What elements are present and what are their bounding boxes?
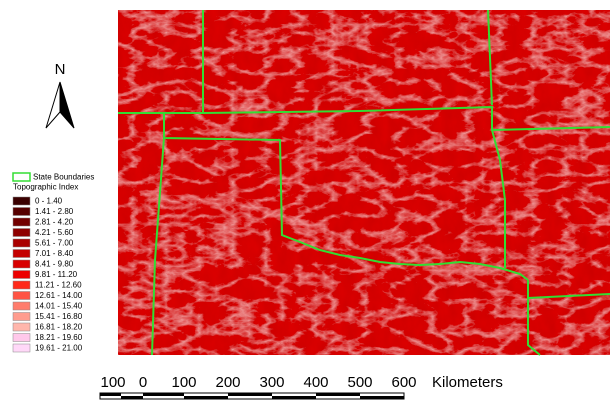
arrow-left	[46, 82, 60, 128]
legend-swatch	[13, 239, 30, 247]
legend-label: 11.21 - 12.60	[35, 281, 82, 290]
legend-label: 14.01 - 15.40	[35, 302, 83, 311]
boundary-swatch	[13, 173, 30, 181]
legend-swatch	[13, 344, 30, 352]
scale-unit: Kilometers	[432, 374, 503, 391]
legend-swatch	[13, 250, 30, 258]
scale-label: 100	[100, 374, 125, 391]
legend-swatch	[13, 229, 30, 237]
scale-label: 500	[347, 374, 372, 391]
map	[118, 10, 610, 355]
legend-swatch	[13, 302, 30, 310]
scale-label: 600	[391, 374, 416, 391]
legend-label: 2.81 - 4.20	[35, 218, 74, 227]
legend-swatch	[13, 323, 30, 331]
map-page: N State BoundariesTopographic Index 0 - 1…	[0, 0, 610, 401]
legend-label: 18.21 - 19.60	[35, 333, 83, 342]
scale-label: 0	[139, 374, 147, 391]
legend-swatch	[13, 334, 30, 342]
legend-label: 8.41 - 9.80	[35, 260, 74, 269]
boundary-label: State Boundaries	[33, 173, 94, 182]
legend-label: 16.81 - 18.20	[35, 323, 83, 332]
scale-label: 200	[215, 374, 240, 391]
scale-bar: 100 0 100 200 300 400 500 600 Kilometers	[100, 374, 503, 399]
legend-label: 12.61 - 14.00	[35, 291, 83, 300]
legend-swatch	[13, 197, 30, 205]
legend-label: 9.81 - 11.20	[35, 270, 78, 279]
north-arrow: N	[46, 61, 74, 128]
scale-label: 300	[259, 374, 284, 391]
arrow-right	[60, 82, 74, 128]
legend-swatch	[13, 260, 30, 268]
legend-label: 0 - 1.40	[35, 197, 63, 206]
legend-label: 7.01 - 8.40	[35, 249, 74, 258]
scale-label: 400	[303, 374, 328, 391]
legend-swatch	[13, 281, 30, 289]
scale-label: 100	[171, 374, 196, 391]
legend-label: 5.61 - 7.00	[35, 239, 74, 248]
legend-swatch	[13, 218, 30, 226]
legend-label: 15.41 - 16.80	[35, 312, 83, 321]
legend-label: 1.41 - 2.80	[35, 207, 74, 216]
terrain-texture	[118, 10, 610, 355]
legend-label: 4.21 - 5.60	[35, 228, 74, 237]
legend-swatch	[13, 313, 30, 321]
legend-title: Topographic Index	[13, 183, 78, 192]
legend-swatch	[13, 292, 30, 300]
north-label: N	[55, 61, 66, 78]
legend-label: 19.61 - 21.00	[35, 344, 83, 353]
legend-swatch	[13, 208, 30, 216]
legend-swatch	[13, 271, 30, 279]
